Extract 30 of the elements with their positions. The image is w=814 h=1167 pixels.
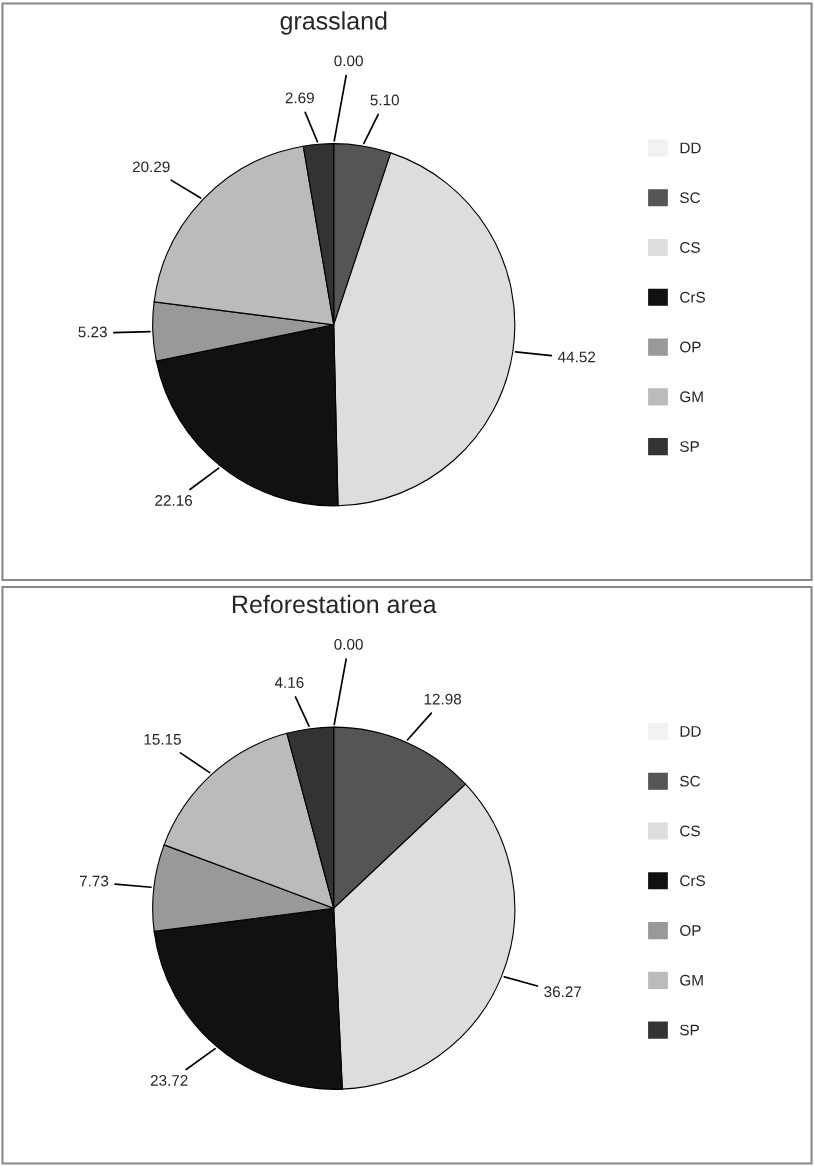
legend-label: OP: [680, 341, 701, 353]
legend-label: DD: [680, 142, 701, 154]
legend-label: SC: [680, 192, 701, 204]
legend-label: DD: [680, 726, 701, 737]
data-label: 4.16: [274, 677, 304, 688]
data-label: 12.98: [424, 693, 462, 705]
legend-label: GM: [680, 391, 703, 403]
text: 0.00: [334, 638, 363, 650]
data-label: 20.29: [132, 161, 170, 173]
legend-label: CrS: [680, 291, 705, 303]
data-label: 7.73: [79, 875, 109, 887]
legend-label: SP: [680, 441, 699, 452]
legend-label: GM: [680, 974, 703, 986]
data-label: 22.16: [155, 495, 193, 506]
data-label: 5.10: [370, 94, 399, 106]
legend-label: CS: [680, 825, 700, 837]
chart-title: grassland: [280, 11, 387, 35]
legend-label: OP: [680, 925, 701, 936]
text: 0.00: [334, 55, 363, 67]
legend-label: CrS: [680, 875, 705, 887]
data-label: 23.72: [150, 1075, 188, 1086]
data-label: 2.69: [285, 92, 314, 104]
data-label: 5.23: [78, 326, 107, 338]
data-label: 36.27: [544, 986, 582, 998]
legend-label: CS: [680, 242, 700, 253]
legend-label: SP: [680, 1024, 699, 1036]
data-label: 15.15: [144, 734, 181, 745]
legend-label: SC: [680, 775, 701, 787]
chart-title: Reforestation area: [232, 594, 437, 614]
data-label: 44.52: [557, 351, 596, 363]
